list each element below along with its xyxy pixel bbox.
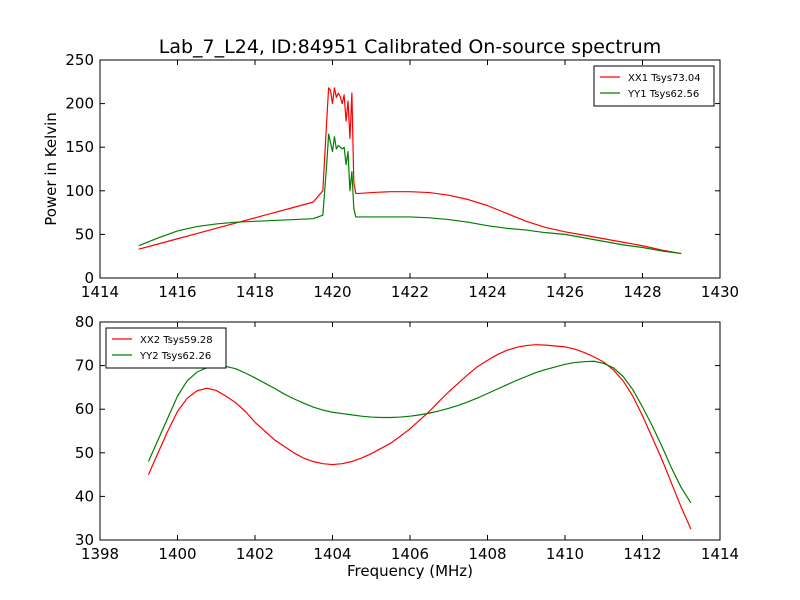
x-tick-label: 1412: [623, 545, 661, 563]
legend-1: XX1 Tsys73.04 YY1 Tsys62.56: [593, 65, 715, 107]
legend-box: [105, 327, 227, 369]
x-tick-label: 1400: [158, 545, 196, 563]
x-tick-label: 1418: [236, 283, 274, 301]
y-tick-label: 100: [65, 182, 94, 200]
y-tick-label: 60: [75, 400, 94, 418]
legend-box: [593, 65, 715, 107]
y-tick-label: 50: [75, 225, 94, 243]
x-tick-label: 1422: [391, 283, 429, 301]
legend-entry: XX2 Tsys59.28: [140, 335, 213, 346]
y-tick-label: 80: [75, 313, 94, 331]
series-line-1-1: [138, 87, 682, 255]
legend-2: XX2 Tsys59.28 YY2 Tsys62.26: [105, 327, 227, 369]
x-tick-label: 1426: [546, 283, 584, 301]
x-tick-label: 1416: [158, 283, 196, 301]
y-tick-label: 0: [84, 269, 94, 287]
x-axis-label: Frequency (MHz): [347, 562, 473, 580]
x-tick-label: 1420: [313, 283, 351, 301]
y-tick-label: 70: [75, 357, 94, 375]
chart-title: Lab_7_L24, ID:84951 Calibrated On-source…: [159, 36, 661, 58]
y-tick-label: 250: [65, 51, 94, 69]
x-tick-label: 1408: [468, 545, 506, 563]
legend-entry: XX1 Tsys73.04: [628, 73, 701, 84]
series-line-2-2: [147, 360, 692, 504]
x-tick-label: 1424: [468, 283, 506, 301]
y-tick-label: 200: [65, 95, 94, 113]
panel-1: 1414 1416 1418 1420 1422 1424 1426 1428 1430 0 50 1…: [42, 51, 739, 301]
x-tick-label: 1414: [81, 283, 119, 301]
y-axis-label: Power in Kelvin: [42, 112, 60, 226]
x-tick-label: 1410: [546, 545, 584, 563]
x-tick-label: 1406: [391, 545, 429, 563]
y-tick-label: 30: [75, 531, 94, 549]
y-tick-label: 40: [75, 487, 94, 505]
series-line-2-1: [147, 344, 692, 530]
x-tick-label: 1428: [623, 283, 661, 301]
series-line-1-2: [138, 133, 682, 255]
legend-entry: YY1 Tsys62.56: [627, 89, 699, 100]
x-tick-label: 1398: [81, 545, 119, 563]
y-tick-label: 50: [75, 444, 94, 462]
x-tick-label: 1402: [236, 545, 274, 563]
x-tick-label: 1430: [701, 283, 739, 301]
x-tick-label: 1414: [701, 545, 739, 563]
y-tick-label: 150: [65, 138, 94, 156]
x-tick-label: 1404: [313, 545, 351, 563]
legend-entry: YY2 Tsys62.26: [139, 351, 211, 362]
panel-2: 1398 1400 1402 1404 1406 1408 1410 1412 1414 30 40…: [75, 313, 739, 580]
